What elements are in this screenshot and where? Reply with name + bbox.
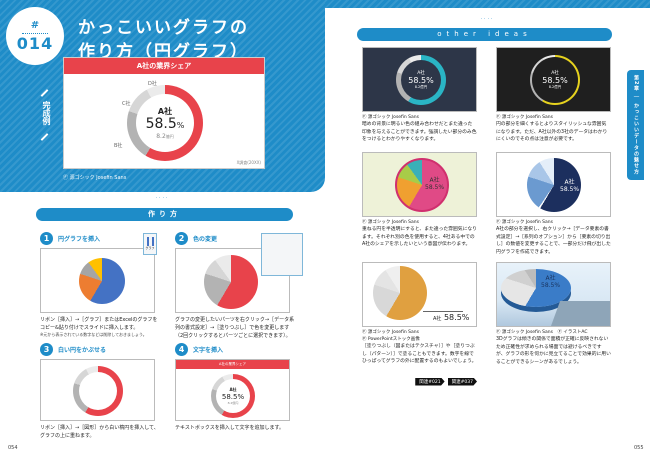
pie-chart — [79, 258, 125, 304]
related-link[interactable]: 関連#037 — [447, 377, 477, 386]
section-title-howto: 作り方 — [36, 208, 293, 221]
step-description: テキストボックスを挿入して文字を追加します。 — [175, 425, 285, 431]
format-pane-popup — [261, 233, 303, 276]
idea-description: 円の部分を細くするとよりスタイリッシュな雰囲気になります。ただ、A社以外の3社の… — [496, 122, 608, 142]
pie-chart — [527, 158, 581, 212]
idea-description: 重ねる円を半透明にすると、また違った雰囲気になります。それぞれ別の色を使用すると… — [362, 227, 477, 247]
center-value: 58.5 — [145, 116, 177, 132]
step-title: 白い円をかぶせる — [58, 346, 107, 354]
label-b: B社 — [114, 143, 123, 149]
idea-image: A社 58.5% — [362, 262, 477, 327]
3d-pie-chart — [501, 269, 571, 307]
donut-chart: A社 58.5% 8.2億円 — [211, 374, 255, 418]
donut-chart: A社 58.5% 8.2億円 — [396, 55, 446, 105]
step-title: 色の変更 — [193, 235, 218, 243]
step-image — [40, 248, 155, 313]
idea-image: A社 58.5% — [496, 262, 611, 327]
sub-value: 8.2 — [156, 133, 166, 140]
idea-image: A社 58.5% — [496, 152, 611, 217]
idea-description: A社の部分を選択し、右クリック→［データ要素の書式設定］→［系列のオプション］か… — [496, 227, 611, 255]
related-links: 関連#021 関連#037 — [362, 368, 477, 387]
font-credit: Ⓕ 源ゴシック Josefin Sans — [496, 115, 553, 120]
badge-divider — [22, 32, 48, 34]
font-note: Ⓕ 源ゴシック Josefin Sans — [63, 175, 127, 181]
idea-description: ［塗りつぶし（図またはテクスチャ）］や［塗りつぶし（パターン）］で塗ることもでき… — [362, 344, 477, 364]
step-description: リボン［挿入］→［図形］から白い楕円を挿入して、グラフの上に重ねます。 — [40, 425, 159, 439]
chart-icon — [146, 237, 154, 246]
center-company: A社 — [157, 107, 173, 116]
idea-image: A社 58.5% — [362, 152, 477, 217]
step-3: 3 白い円をかぶせる リボン［挿入］→［図形］から白い楕円を挿入して、グラフの上に… — [40, 342, 160, 440]
font-credit: Ⓕ 源ゴシック Josefin Sans — [362, 115, 419, 120]
related-link[interactable]: 関連#021 — [415, 377, 445, 386]
idea-description: 暗めの背景に明るい色の組み合わせだとまた違った印象を与えることができます。強調し… — [362, 122, 477, 142]
label-d: D社 — [148, 81, 157, 87]
donut-chart — [73, 366, 123, 416]
step-number: 3 — [40, 342, 53, 356]
font-credit: Ⓕ 源ゴシック Josefin Sans Ⓕ イラストAC — [496, 330, 588, 335]
idea-image: A社 58.5% 8.2億円 — [496, 47, 611, 112]
step-description: グラフの変更したいパーツを右クリック→［データ系列の書式設定］→［塗りつぶし］で… — [175, 317, 295, 339]
donut-chart: A社 58.5% 8.2億円 — [530, 55, 580, 105]
font-credit: Ⓕ 源ゴシック Josefin Sans — [362, 220, 419, 225]
idea-card-1: A社 58.5% 8.2億円 Ⓕ 源ゴシック Josefin Sans 暗めの背… — [362, 47, 477, 144]
source-note: X調査(20XX) — [236, 160, 261, 165]
step-number: 2 — [175, 231, 188, 245]
idea-card-4: A社 58.5% Ⓕ 源ゴシック Josefin Sans A社の部分を選択し、右… — [496, 152, 611, 256]
idea-card-3: A社 58.5% Ⓕ 源ゴシック Josefin Sans 重ねる円を半透明にする… — [362, 152, 477, 249]
chart-button-popup: グラフ — [143, 233, 157, 255]
step-4: 4 文字を挿入 A社の業界シェア A社 58.5% 8.2億円 テキストボックスを… — [175, 342, 295, 432]
pie-chart — [204, 255, 258, 309]
idea-card-2: A社 58.5% 8.2億円 Ⓕ 源ゴシック Josefin Sans 円の部分… — [496, 47, 611, 144]
step-note: ※元から表示されている数字などは削除しておきましょう。 — [40, 332, 147, 337]
font-credit: Ⓕ 源ゴシック Josefin Sans — [362, 330, 419, 335]
step-number: 1 — [40, 231, 53, 245]
idea-card-6: A社 58.5% Ⓕ 源ゴシック Josefin Sans Ⓕ イラストAC 3D… — [496, 262, 611, 366]
step-description: リボン［挿入］→［グラフ］またはExcelのグラフをコピー&貼り付けでスライドに… — [40, 317, 158, 331]
step-title: 文字を挿入 — [193, 346, 224, 354]
idea-image: A社 58.5% 8.2億円 — [362, 47, 477, 112]
pie-chart — [373, 266, 427, 320]
page-number-right: 055 — [634, 445, 644, 451]
hero-chart-card: A社の業界シェア A社 58.5% 8.2億円 B社 C社 D社 X調査(20X… — [63, 57, 265, 169]
complete-example-label: 完成例 — [42, 101, 51, 125]
page-number-left: 054 — [8, 445, 18, 451]
section-title-other-ideas: other ideas — [357, 28, 612, 41]
step-image: A社の業界シェア A社 58.5% 8.2億円 — [175, 359, 290, 421]
leader-line — [423, 311, 463, 312]
idea-description: 3Dグラフは傾きの関係で面積が正確に反映されないため正確性が求められる場面では避… — [496, 337, 611, 365]
photo-credit: Ⓟ PowerPointストック画像 — [362, 337, 420, 342]
step-number: 4 — [175, 342, 188, 356]
chapter-badge: # 014 — [9, 10, 61, 62]
step-1: 1 円グラフを挿入 グラフ リボン［挿入］→［グラフ］またはExcelのグラフをコ… — [40, 231, 160, 338]
badge-number: 014 — [16, 33, 54, 53]
step-title: 円グラフを挿入 — [58, 235, 101, 243]
font-credit: Ⓕ 源ゴシック Josefin Sans — [496, 220, 553, 225]
hash-mark: # — [30, 19, 40, 31]
sparkle-icon: ˙˙˙˙ — [155, 197, 169, 203]
label-c: C社 — [122, 101, 131, 107]
chapter-side-tab[interactable]: 第2章 ｜ かっこいいデータの魅せ方 — [627, 70, 644, 180]
donut-chart: A社 58.5% 8.2億円 — [127, 85, 203, 161]
step-2: 2 色の変更 グラフの変更したいパーツを右クリック→［データ系列の書式設定］→［塗… — [175, 231, 303, 340]
top-stripe — [325, 0, 650, 8]
city-illustration — [549, 301, 610, 326]
chart-header: A社の業界シェア — [64, 58, 264, 74]
sparkle-icon: ˙˙˙˙ — [480, 18, 494, 24]
pie-chart — [395, 158, 449, 212]
idea-card-5: A社 58.5% Ⓕ 源ゴシック Josefin Sans Ⓟ PowerPoi… — [362, 262, 477, 387]
step-image — [40, 359, 155, 421]
